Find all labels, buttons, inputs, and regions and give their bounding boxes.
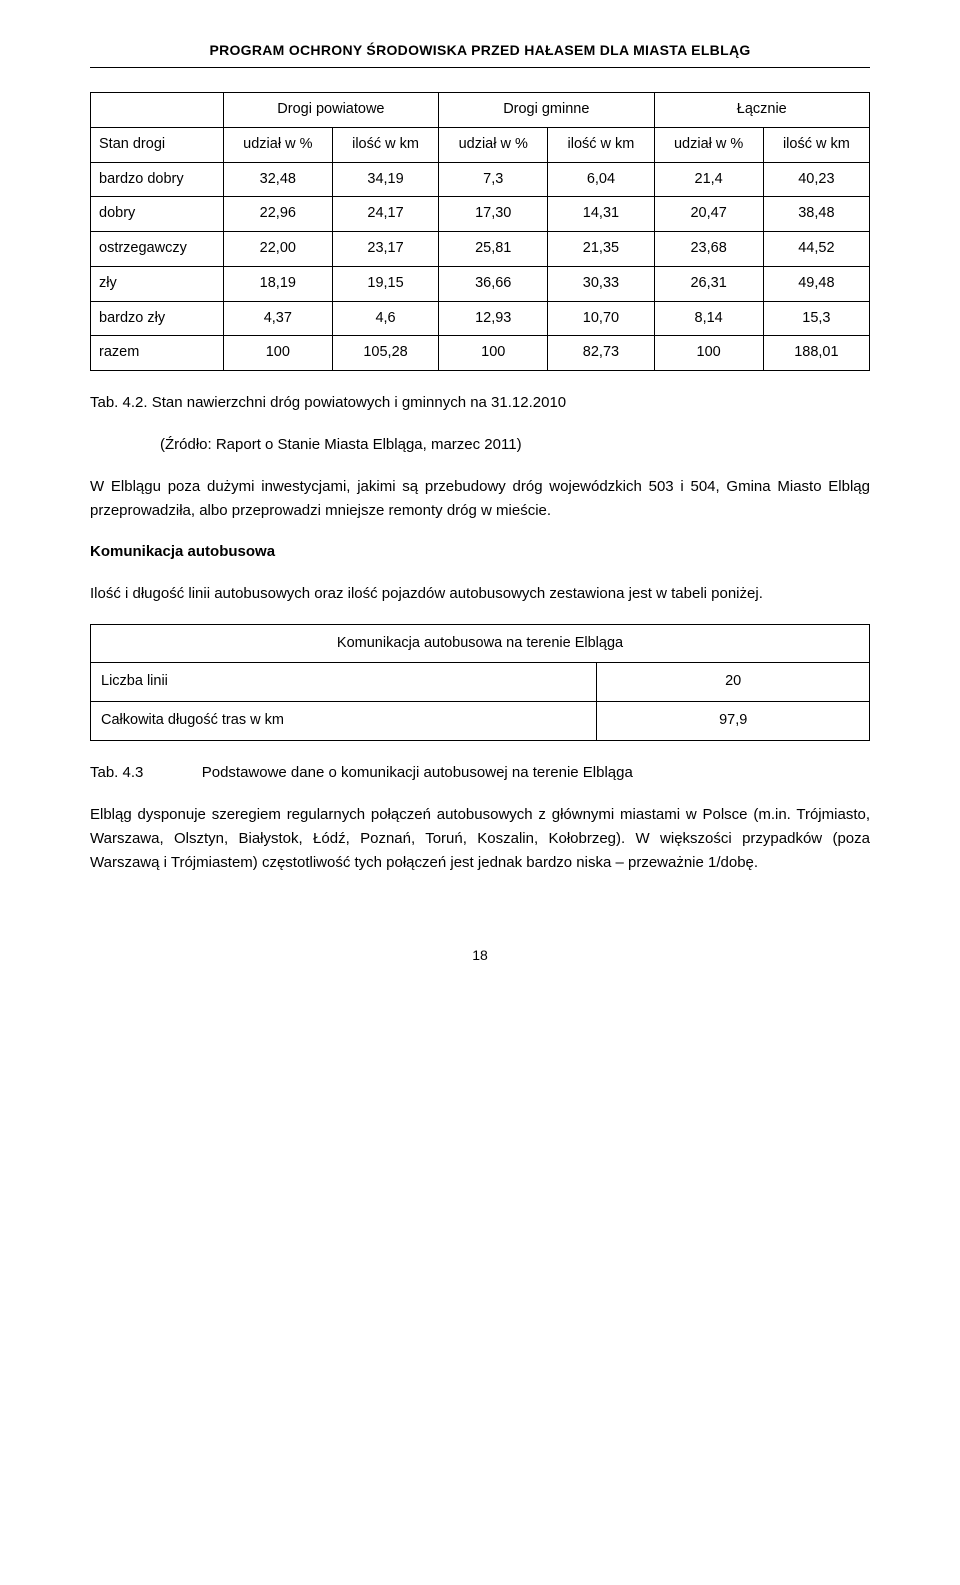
cell: 17,30 — [439, 197, 548, 232]
paragraph-bus-intro: Ilość i długość linii autobusowych oraz … — [90, 582, 870, 606]
cell: 40,23 — [763, 162, 869, 197]
cell: 26,31 — [654, 266, 763, 301]
table-road-condition: Drogi powiatowe Drogi gminne Łącznie Sta… — [90, 92, 870, 371]
section-heading-bus: Komunikacja autobusowa — [90, 541, 870, 564]
cell: 97,9 — [597, 702, 870, 741]
cell: 15,3 — [763, 301, 869, 336]
cell: 100 — [654, 336, 763, 371]
table-bus-title: Komunikacja autobusowa na terenie Elbląg… — [91, 624, 870, 663]
cell: 20,47 — [654, 197, 763, 232]
cell: 21,35 — [548, 232, 654, 267]
row-label: razem — [91, 336, 224, 371]
row-label: zły — [91, 266, 224, 301]
paragraph-investments: W Elblągu poza dużymi inwestycjami, jaki… — [90, 475, 870, 523]
table-row: Liczba linii 20 — [91, 663, 870, 702]
table-row: dobry 22,96 24,17 17,30 14,31 20,47 38,4… — [91, 197, 870, 232]
col-udzial-3: udział w % — [654, 127, 763, 162]
table-row: Komunikacja autobusowa na terenie Elbląg… — [91, 624, 870, 663]
cell: 23,68 — [654, 232, 763, 267]
cell: 22,00 — [223, 232, 332, 267]
col-group-lacznie: Łącznie — [654, 93, 869, 128]
cell: 4,6 — [332, 301, 438, 336]
cell: 4,37 — [223, 301, 332, 336]
cell: 30,33 — [548, 266, 654, 301]
row-label: Całkowita długość tras w km — [91, 702, 597, 741]
cell: 38,48 — [763, 197, 869, 232]
table-row: ostrzegawczy 22,00 23,17 25,81 21,35 23,… — [91, 232, 870, 267]
table-caption-4-3: Tab. 4.3 Podstawowe dane o komunikacji a… — [90, 761, 870, 785]
cell: 32,48 — [223, 162, 332, 197]
table-row: bardzo zły 4,37 4,6 12,93 10,70 8,14 15,… — [91, 301, 870, 336]
table-row: razem 100 105,28 100 82,73 100 188,01 — [91, 336, 870, 371]
col-udzial-1: udział w % — [223, 127, 332, 162]
col-ilosc-1: ilość w km — [332, 127, 438, 162]
table-row: Całkowita długość tras w km 97,9 — [91, 702, 870, 741]
col-ilosc-3: ilość w km — [763, 127, 869, 162]
cell: 6,04 — [548, 162, 654, 197]
cell: 8,14 — [654, 301, 763, 336]
cell: 22,96 — [223, 197, 332, 232]
cell: 100 — [439, 336, 548, 371]
cell: 49,48 — [763, 266, 869, 301]
document-title: PROGRAM OCHRONY ŚRODOWISKA PRZED HAŁASEM… — [90, 40, 870, 61]
cell: 19,15 — [332, 266, 438, 301]
row-label: ostrzegawczy — [91, 232, 224, 267]
cell: 20 — [597, 663, 870, 702]
cell: 24,17 — [332, 197, 438, 232]
cell: 12,93 — [439, 301, 548, 336]
row-label: bardzo dobry — [91, 162, 224, 197]
cell: 105,28 — [332, 336, 438, 371]
cell: 14,31 — [548, 197, 654, 232]
table-caption-4-2: Tab. 4.2. Stan nawierzchni dróg powiatow… — [90, 391, 870, 415]
table-row: zły 18,19 19,15 36,66 30,33 26,31 49,48 — [91, 266, 870, 301]
row-label: dobry — [91, 197, 224, 232]
paragraph-connections: Elbląg dysponuje szeregiem regularnych p… — [90, 803, 870, 875]
table-header-row-2: Stan drogi udział w % ilość w km udział … — [91, 127, 870, 162]
cell: 34,19 — [332, 162, 438, 197]
cell: 100 — [223, 336, 332, 371]
cell: 36,66 — [439, 266, 548, 301]
cell: 21,4 — [654, 162, 763, 197]
tab43-text: Podstawowe dane o komunikacji autobusowe… — [202, 764, 633, 781]
tab43-prefix: Tab. 4.3 — [90, 764, 143, 781]
cell: 18,19 — [223, 266, 332, 301]
col-ilosc-2: ilość w km — [548, 127, 654, 162]
cell: 10,70 — [548, 301, 654, 336]
cell: 44,52 — [763, 232, 869, 267]
cell: 188,01 — [763, 336, 869, 371]
cell: 82,73 — [548, 336, 654, 371]
table-row: bardzo dobry 32,48 34,19 7,3 6,04 21,4 4… — [91, 162, 870, 197]
col-udzial-2: udział w % — [439, 127, 548, 162]
col-group-powiatowe: Drogi powiatowe — [223, 93, 438, 128]
col-group-gminne: Drogi gminne — [439, 93, 654, 128]
row-label: Liczba linii — [91, 663, 597, 702]
cell: 23,17 — [332, 232, 438, 267]
cell: 25,81 — [439, 232, 548, 267]
page-number: 18 — [90, 945, 870, 966]
cell: 7,3 — [439, 162, 548, 197]
title-rule — [90, 67, 870, 68]
table-source-4-2: (Źródło: Raport o Stanie Miasta Elbląga,… — [90, 433, 870, 457]
row-label: bardzo zły — [91, 301, 224, 336]
col-stan: Stan drogi — [91, 127, 224, 162]
table-header-row-1: Drogi powiatowe Drogi gminne Łącznie — [91, 93, 870, 128]
col-blank — [91, 93, 224, 128]
table-bus-communication: Komunikacja autobusowa na terenie Elbląg… — [90, 624, 870, 741]
